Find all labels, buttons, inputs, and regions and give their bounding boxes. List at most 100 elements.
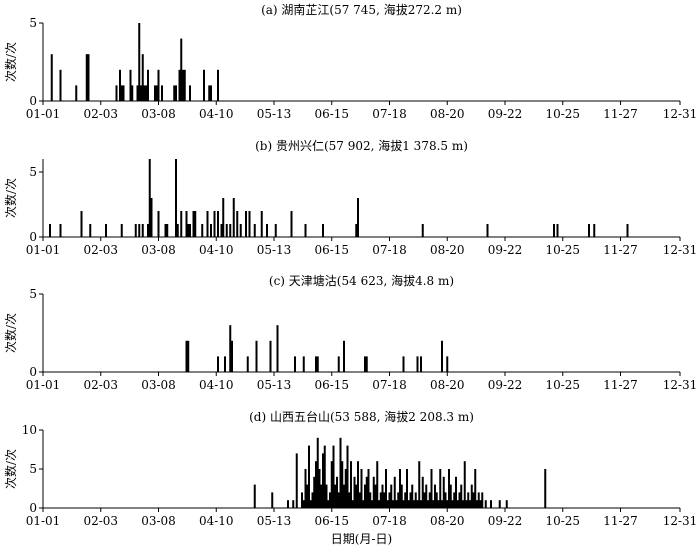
bar <box>484 500 487 508</box>
bar <box>414 492 417 508</box>
bar <box>355 484 358 508</box>
x-axis-title: 日期(月-日) <box>331 532 392 546</box>
x-tick-label: 04-10 <box>199 378 234 392</box>
x-tick-label: 03-08 <box>141 378 176 392</box>
panel-a: (a) 湖南芷江(57 745, 海拔272.2 m) 0 5 次数/次 01-01 02… <box>3 2 697 121</box>
x-tick-label: 09-22 <box>488 514 523 528</box>
x-tick-label: 04-10 <box>199 243 234 257</box>
bar <box>306 484 309 508</box>
bar <box>309 500 312 508</box>
bar <box>155 85 158 101</box>
y-axis-title: 次数/次 <box>3 42 18 82</box>
bar <box>409 492 412 508</box>
x-tick-label: 09-22 <box>488 243 523 257</box>
bar <box>420 500 422 508</box>
bar <box>141 224 144 237</box>
bar <box>161 85 163 101</box>
x-tick-label: 09-22 <box>488 107 523 121</box>
bar <box>339 437 342 508</box>
bar <box>208 85 211 101</box>
bar <box>322 453 324 508</box>
bar <box>183 69 186 101</box>
x-tick-label: 11-27 <box>603 107 638 121</box>
x-tick-label: 01-01 <box>26 107 61 121</box>
bar <box>255 340 258 372</box>
panel-title: (b) 贵州兴仁(57 902, 海拔1 378.5 m) <box>255 138 468 153</box>
bar <box>346 445 349 508</box>
bar <box>416 500 419 508</box>
bar <box>276 325 279 372</box>
bar <box>253 484 256 508</box>
bar <box>399 469 401 508</box>
bar <box>148 159 151 237</box>
x-tick-label: 11-27 <box>603 378 638 392</box>
bar <box>355 224 358 237</box>
bar <box>390 484 393 508</box>
bar <box>138 224 141 237</box>
bar <box>87 54 90 101</box>
bar <box>435 492 438 508</box>
bar <box>467 492 470 508</box>
bar <box>182 69 184 101</box>
x-tick-label: 01-01 <box>26 243 61 257</box>
bar <box>460 484 463 508</box>
bar <box>337 492 340 508</box>
bar <box>481 492 484 508</box>
x-tick-label: 05-13 <box>257 243 292 257</box>
x-tick-label: 12-31 <box>663 243 698 257</box>
bar <box>626 224 629 237</box>
panel-b: (b) 贵州兴仁(57 902, 海拔1 378.5 m) 0 5 次数/次 01-01… <box>3 138 697 257</box>
bar <box>150 198 153 237</box>
bar <box>236 211 239 237</box>
bar <box>141 54 144 101</box>
bar <box>404 492 407 508</box>
bar <box>490 500 492 508</box>
bar <box>423 492 426 508</box>
x-tick-label: 09-22 <box>488 378 523 392</box>
y-axis-title: 次数/次 <box>3 313 18 353</box>
bar <box>176 224 179 237</box>
x-tick-label: 12-31 <box>663 107 698 121</box>
bar <box>351 500 354 508</box>
bar <box>430 469 433 508</box>
bar <box>421 224 424 237</box>
x-tick-label: 08-20 <box>430 514 465 528</box>
bar <box>427 500 429 508</box>
bar <box>486 224 489 237</box>
x-tick-label: 12-31 <box>663 514 698 528</box>
bar <box>245 211 247 237</box>
bar <box>189 85 191 101</box>
x-tick-label: 10-25 <box>545 107 580 121</box>
bar <box>365 476 368 508</box>
bar <box>444 492 447 508</box>
bar <box>344 469 347 508</box>
y-tick-label: 5 <box>29 165 37 179</box>
bar <box>232 198 235 237</box>
bar <box>180 211 183 237</box>
bar <box>476 500 478 508</box>
bar <box>593 224 596 237</box>
panel-title: (c) 天津塘沽(54 623, 海拔4.8 m) <box>269 273 454 288</box>
bar <box>229 224 232 237</box>
bar <box>400 484 403 508</box>
bar <box>166 224 169 237</box>
bar <box>220 224 223 237</box>
x-tick-label: 03-08 <box>141 243 176 257</box>
bar <box>367 469 370 508</box>
x-tick-label: 10-25 <box>545 378 580 392</box>
bar <box>185 211 188 237</box>
bar <box>316 437 319 508</box>
x-tick-label: 11-27 <box>603 243 638 257</box>
bar <box>266 224 268 237</box>
x-tick-label: 01-01 <box>26 378 61 392</box>
x-tick-label: 03-08 <box>141 107 176 121</box>
bar <box>154 85 156 101</box>
bar <box>120 85 123 101</box>
bar <box>248 211 251 237</box>
bar <box>474 469 477 508</box>
bar <box>173 85 176 101</box>
bar <box>469 500 471 508</box>
bar <box>365 356 368 372</box>
bar <box>393 476 396 508</box>
bar <box>260 211 263 237</box>
